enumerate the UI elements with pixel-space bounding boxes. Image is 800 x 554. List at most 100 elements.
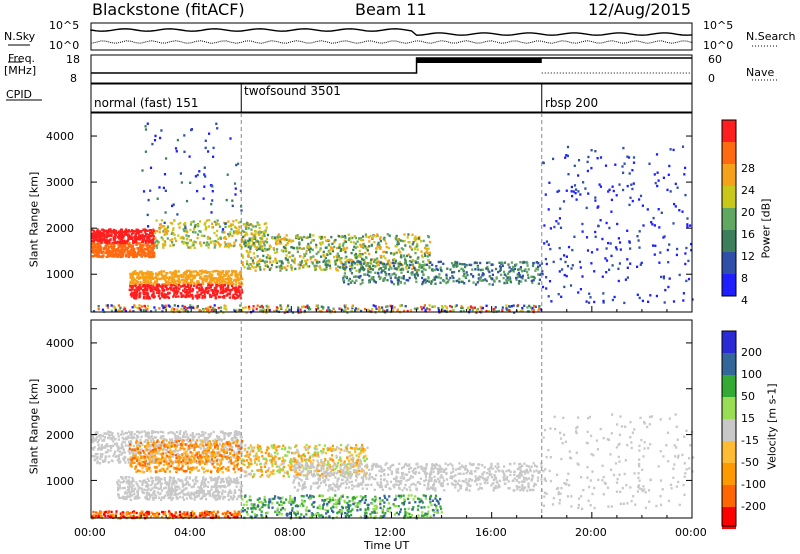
velocity-echo-cell (111, 436, 114, 440)
power-echo-cell (590, 149, 593, 152)
power-echo-cell (150, 284, 153, 287)
power-echo-cell (143, 235, 146, 238)
power-echo-cell (324, 256, 327, 260)
power-echo-cell (208, 271, 211, 274)
power-echo-cell (395, 245, 398, 248)
power-echo-cell (376, 264, 379, 267)
velocity-echo-cell (175, 488, 179, 491)
velocity-echo-cell (172, 449, 175, 453)
power-echo-cell (239, 273, 242, 276)
velocity-echo-cell (96, 455, 99, 459)
power-echo-cell (305, 249, 308, 252)
power-echo-cell (166, 237, 169, 240)
power-echo-cell (389, 265, 392, 269)
power-echo-cell (385, 242, 388, 245)
power-echo-cell (479, 268, 482, 272)
power-echo-cell (615, 248, 618, 251)
power-echo-cell (249, 247, 252, 250)
velocity-echo-cell (136, 460, 139, 464)
velocity-echo-cell (127, 435, 130, 438)
power-echo-cell (491, 269, 494, 272)
velocity-echo-cell (163, 478, 167, 482)
power-echo-cell (266, 233, 270, 237)
power-echo-cell (405, 278, 408, 282)
power-echo-cell (521, 306, 524, 310)
power-echo-cell (92, 234, 95, 237)
velocity-echo-cell (231, 438, 234, 441)
power-echo-cell (526, 270, 529, 274)
power-echo-cell (138, 275, 141, 279)
power-echo-cell (96, 243, 99, 246)
velocity-echo-cell (162, 487, 166, 490)
power-echo-cell (237, 231, 240, 234)
power-echo-cell (538, 305, 541, 308)
power-echo-cell (314, 268, 317, 272)
power-echo-cell (342, 248, 345, 252)
power-echo-cell (246, 267, 249, 270)
power-echo-cell (187, 295, 190, 298)
power-echo-cell (234, 193, 237, 196)
velocity-echo-cell (240, 494, 244, 498)
power-echo-cell (530, 275, 533, 278)
power-echo-cell (611, 264, 614, 267)
velocity-echo-cell (217, 478, 220, 481)
power-echo-cell (351, 305, 354, 308)
power-echo-cell (142, 190, 146, 193)
power-echo-cell (412, 259, 415, 262)
power-echo-cell (168, 291, 171, 295)
power-echo-cell (285, 234, 288, 237)
power-echo-cell (433, 305, 436, 308)
power-echo-cell (145, 248, 148, 251)
power-echo-cell (333, 245, 336, 249)
velocity-echo-cell (199, 434, 202, 437)
power-echo-cell (463, 282, 466, 285)
power-echo-cell (192, 230, 195, 234)
power-echo-cell (206, 286, 209, 289)
velocity-echo-cell (177, 443, 180, 447)
velocity-echo-cell (150, 439, 153, 442)
velocity-echo-cell (117, 435, 120, 438)
power-echo-cell (210, 211, 213, 214)
power-echo-cell (178, 287, 181, 291)
power-echo-cell (244, 234, 247, 237)
power-echo-cell (658, 261, 661, 264)
power-echo-cell (200, 272, 203, 275)
power-echo-cell (647, 300, 650, 303)
power-echo-cell (126, 246, 129, 249)
power-echo-cell (201, 279, 204, 283)
power-echo-cell (354, 275, 357, 278)
power-echo-cell (369, 271, 372, 274)
power-echo-cell (541, 161, 545, 164)
power-echo-cell (632, 156, 636, 159)
power-echo-cell (158, 271, 161, 274)
power-echo-cell (151, 255, 154, 258)
power-echo-cell (165, 276, 168, 280)
velocity-echo-cell (216, 480, 219, 484)
power-echo-cell (611, 185, 614, 188)
velocity-echo-cell (127, 461, 130, 464)
power-echo-cell (217, 277, 220, 280)
power-echo-cell (233, 310, 237, 313)
power-echo-cell (160, 219, 163, 222)
velocity-echo-cell (203, 448, 206, 451)
velocity-echo-cell (218, 442, 221, 445)
power-echo-cell (399, 304, 402, 307)
power-echo-cell (270, 263, 274, 267)
power-echo-cell (426, 255, 429, 258)
power-echo-cell (342, 266, 345, 270)
power-echo-cell (232, 244, 235, 248)
power-echo-cell (216, 219, 219, 222)
power-echo-cell (188, 295, 191, 298)
power-echo-cell (389, 252, 393, 255)
velocity-echo-cell (120, 443, 123, 446)
power-echo-cell (348, 265, 351, 268)
velocity-echo-cell (184, 435, 187, 439)
power-echo-cell (608, 226, 611, 230)
power-echo-cell (307, 242, 310, 246)
velocity-echo-cell (118, 484, 121, 487)
power-echo-cell (428, 280, 431, 283)
power-echo-cell (304, 305, 307, 309)
velocity-echo-cell (236, 433, 239, 436)
power-echo-cell (246, 233, 249, 236)
power-echo-cell (99, 245, 102, 248)
